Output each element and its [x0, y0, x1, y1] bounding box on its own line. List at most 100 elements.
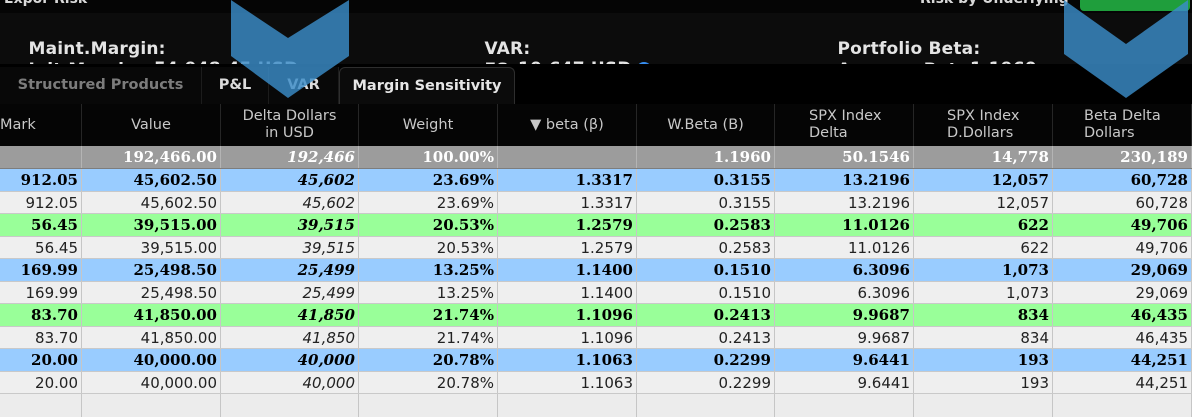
- table-row[interactable]: 169.99 25,498.50 25,499 13.25% 1.1400 0.1510 6…: [0, 259, 1192, 282]
- table-row[interactable]: 169.99 25,498.50 25,499 13.25% 1.1400 0.1510 6…: [0, 281, 1192, 304]
- cell-value: 40,000.00: [82, 371, 221, 393]
- column-header-weight[interactable]: Weight: [359, 104, 498, 146]
- cell-value: 25,498.50: [82, 281, 221, 303]
- cell-weighted-beta: 0.3155: [637, 169, 775, 191]
- table-row[interactable]: 56.45 39,515.00 39,515 20.53% 1.2579 0.2583 11…: [0, 214, 1192, 237]
- tab-pnl[interactable]: P&L: [202, 67, 269, 104]
- column-header-delta-dollars[interactable]: Delta Dollars in USD: [221, 104, 359, 146]
- cell-beta: 1.1400: [498, 259, 637, 281]
- cell-weight: 20.53%: [359, 214, 498, 236]
- cell-weight: 20.53%: [359, 236, 498, 258]
- tab-margin-sensitivity[interactable]: Margin Sensitivity: [339, 67, 515, 104]
- cell-spx-delta: [775, 394, 914, 417]
- cell-delta-dollars: 45,602: [221, 169, 359, 191]
- cell-value: 45,602.50: [82, 191, 221, 213]
- column-header-label: SPX Index: [809, 108, 882, 124]
- table-row[interactable]: 912.05 45,602.50 45,602 23.69% 1.3317 0.3155 1…: [0, 191, 1192, 214]
- cell-weight: 23.69%: [359, 169, 498, 191]
- cell-beta-delta-dollars: 60,728: [1053, 169, 1192, 191]
- cell-value: 39,515.00: [82, 236, 221, 258]
- cell-mark: 912.05: [0, 169, 82, 191]
- cell-spx-ddollars: 193: [914, 349, 1053, 371]
- cell-spx-delta: 6.3096: [775, 259, 914, 281]
- column-header-label: Mark: [0, 116, 36, 133]
- beta-table: Mark Value Delta Dollars in USD Weight ▼ …: [0, 104, 1192, 417]
- var-label: VAR:: [484, 39, 531, 59]
- column-header-label: Value: [131, 116, 171, 133]
- cell-beta-delta-dollars: 29,069: [1053, 281, 1192, 303]
- column-header-weighted-beta[interactable]: W.Beta (B): [637, 104, 775, 146]
- cell-spx-delta: 13.2196: [775, 169, 914, 191]
- cell-weight: 21.74%: [359, 304, 498, 326]
- cell-beta: [498, 394, 637, 417]
- column-header-spx-delta[interactable]: SPX Index Delta: [775, 104, 914, 146]
- cell-delta-dollars: 45,602: [221, 191, 359, 213]
- cell-spx-delta: 9.9687: [775, 304, 914, 326]
- cell-weight: 21.74%: [359, 326, 498, 348]
- cell-weighted-beta: [637, 394, 775, 417]
- table-row[interactable]: 20.00 40,000.00 40,000 20.78% 1.1063 0.2299 9.…: [0, 349, 1192, 372]
- table-empty-row[interactable]: [0, 394, 1192, 417]
- cell-beta-delta-dollars: 49,706: [1053, 236, 1192, 258]
- cell-delta-dollars: 25,499: [221, 281, 359, 303]
- cell-spx-ddollars: 834: [914, 326, 1053, 348]
- tab-structured-products[interactable]: Structured Products: [0, 67, 202, 104]
- cell-spx-delta: 9.6441: [775, 371, 914, 393]
- column-header-label-line2: in USD: [265, 125, 314, 141]
- column-header-beta[interactable]: ▼ beta (β): [498, 104, 637, 146]
- column-header-beta-delta-dollars[interactable]: Beta Delta Dollars: [1053, 104, 1192, 146]
- cell-weight: [359, 394, 498, 417]
- table-row[interactable]: 20.00 40,000.00 40,000 20.78% 1.1063 0.2299 9.…: [0, 371, 1192, 394]
- cell-weight: 100.00%: [359, 146, 498, 168]
- cell-beta: 1.1400: [498, 281, 637, 303]
- cell-beta-delta-dollars: 44,251: [1053, 371, 1192, 393]
- cell-weighted-beta: 0.2413: [637, 326, 775, 348]
- cell-mark: 20.00: [0, 349, 82, 371]
- cell-spx-ddollars: 12,057: [914, 169, 1053, 191]
- cell-spx-delta: 13.2196: [775, 191, 914, 213]
- tab-bar: Structured Products P&L VAR Margin Sensi…: [0, 64, 1192, 104]
- green-action-button[interactable]: [1080, 0, 1190, 11]
- cell-mark: 912.05: [0, 191, 82, 213]
- table-row[interactable]: 912.05 45,602.50 45,602 23.69% 1.3317 0.3155 1…: [0, 169, 1192, 192]
- tab-var[interactable]: VAR: [269, 67, 339, 104]
- cell-beta-delta-dollars: 46,435: [1053, 326, 1192, 348]
- cell-weighted-beta: 0.3155: [637, 191, 775, 213]
- column-header-label: Delta Dollars: [242, 108, 337, 124]
- cell-spx-delta: 9.6441: [775, 349, 914, 371]
- column-header-label-sorted: ▼ beta (β): [530, 116, 604, 133]
- cell-weight: 13.25%: [359, 281, 498, 303]
- cell-weight: 20.78%: [359, 371, 498, 393]
- table-row[interactable]: 83.70 41,850.00 41,850 21.74% 1.1096 0.2413 9.…: [0, 304, 1192, 327]
- cell-beta: 1.2579: [498, 236, 637, 258]
- cell-weighted-beta: 0.2583: [637, 214, 775, 236]
- cell-value: 41,850.00: [82, 304, 221, 326]
- cell-spx-ddollars: 834: [914, 304, 1053, 326]
- table-row[interactable]: 83.70 41,850.00 41,850 21.74% 1.1096 0.2413 9.…: [0, 326, 1192, 349]
- cell-weight: 23.69%: [359, 191, 498, 213]
- cell-spx-ddollars: 14,778: [914, 146, 1053, 168]
- cell-weighted-beta: 0.2299: [637, 371, 775, 393]
- cell-mark: 83.70: [0, 326, 82, 348]
- column-header-spx-ddollars[interactable]: SPX Index D.Dollars: [914, 104, 1053, 146]
- table-total-row[interactable]: 192,466.00 192,466 100.00% 1.1960 50.1546 14,…: [0, 146, 1192, 169]
- summary-panel: Maint.Margin: 54,948.45 USD Init.Margin:…: [0, 13, 1192, 100]
- column-header-label-line2: Delta: [809, 125, 848, 141]
- cell-weight: 20.78%: [359, 349, 498, 371]
- cell-beta: 1.1096: [498, 304, 637, 326]
- cell-mark: 56.45: [0, 236, 82, 258]
- table-row[interactable]: 56.45 39,515.00 39,515 20.53% 1.2579 0.2583 11…: [0, 236, 1192, 259]
- cell-delta-dollars: 40,000: [221, 371, 359, 393]
- column-header-mark[interactable]: Mark: [0, 104, 82, 146]
- cell-spx-ddollars: 1,073: [914, 259, 1053, 281]
- cell-value: [82, 394, 221, 417]
- column-header-value[interactable]: Value: [82, 104, 221, 146]
- cell-weighted-beta: 1.1960: [637, 146, 775, 168]
- cell-value: 40,000.00: [82, 349, 221, 371]
- cell-delta-dollars: [221, 394, 359, 417]
- cell-beta-delta-dollars: [1053, 394, 1192, 417]
- cell-spx-ddollars: 622: [914, 236, 1053, 258]
- cell-weighted-beta: 0.2413: [637, 304, 775, 326]
- cell-weighted-beta: 0.2299: [637, 349, 775, 371]
- cell-delta-dollars: 192,466: [221, 146, 359, 168]
